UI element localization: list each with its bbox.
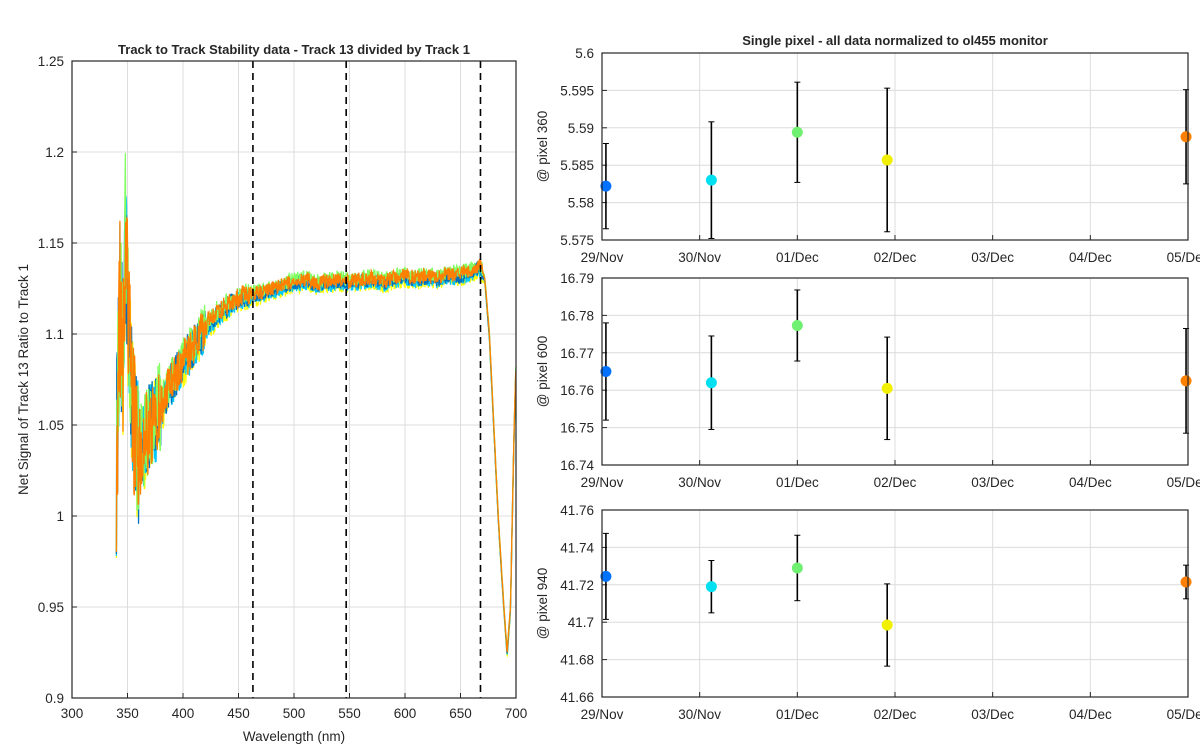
y-axis-label: @ pixel 940 <box>535 568 550 640</box>
pixel-panel: 29/Nov 30/Nov 01/Dec 02/Dec 03/Dec 04/Dec 05/D… <box>535 503 1200 722</box>
y-tick-label: 16.74 <box>560 458 594 473</box>
y-tick-label: 5.6 <box>575 46 594 61</box>
data-point <box>791 126 803 138</box>
axes-frame <box>71 60 517 699</box>
x-tick-label: 350 <box>116 706 139 721</box>
data-point <box>600 180 612 192</box>
x-tick-label: 500 <box>283 706 306 721</box>
chart-title: Single pixel - all data normalized to ol… <box>742 33 1048 48</box>
x-tick-label: 30/Nov <box>678 475 721 490</box>
axes-frame <box>601 509 1189 698</box>
x-tick-label: 02/Dec <box>874 475 917 490</box>
y-tick-label: 16.79 <box>560 271 594 286</box>
chart-title: Track to Track Stability data - Track 13… <box>118 42 470 57</box>
x-tick-label: 04/Dec <box>1069 475 1112 490</box>
data-point <box>705 377 717 389</box>
data-point <box>600 366 612 377</box>
data-point <box>1180 375 1192 387</box>
pixel-panel: 29/Nov 30/Nov 01/Dec 02/Dec 03/Dec 04/Dec 05/D… <box>535 271 1200 490</box>
y-tick-label: 5.575 <box>560 233 594 248</box>
y-tick-label: 16.76 <box>560 383 594 398</box>
x-tick-label: 29/Nov <box>581 707 624 722</box>
x-tick-label: 300 <box>61 706 84 721</box>
y-tick-label: 41.68 <box>560 653 594 668</box>
y-tick-label: 1 <box>56 509 64 524</box>
x-tick-label: 30/Nov <box>678 250 721 265</box>
y-tick-label: 5.59 <box>568 121 594 136</box>
y-tick-label: 0.9 <box>45 691 64 706</box>
spectral-line-series <box>115 193 516 654</box>
x-tick-label: 03/Dec <box>971 250 1014 265</box>
y-tick-label: 41.76 <box>560 503 594 518</box>
x-tick-label: 03/Dec <box>971 475 1014 490</box>
data-point <box>1180 131 1192 143</box>
x-tick-label: 03/Dec <box>971 707 1014 722</box>
data-point <box>881 382 893 394</box>
y-tick-label: 41.7 <box>568 615 594 630</box>
data-point <box>881 619 893 631</box>
y-tick-label: 41.72 <box>560 578 594 593</box>
y-axis-label: @ pixel 360 <box>535 111 550 183</box>
data-point <box>600 570 612 582</box>
y-tick-label: 16.78 <box>560 308 594 323</box>
y-tick-label: 5.58 <box>568 196 594 211</box>
x-tick-label: 700 <box>505 706 528 721</box>
x-tick-label: 400 <box>172 706 195 721</box>
x-tick-label: 01/Dec <box>776 707 819 722</box>
spectral-lines <box>115 153 516 658</box>
y-tick-label: 1.05 <box>38 418 64 433</box>
x-tick-label: 02/Dec <box>874 250 917 265</box>
x-tick-label: 600 <box>394 706 417 721</box>
x-tick-label: 01/Dec <box>776 475 819 490</box>
x-tick-label: 30/Nov <box>678 707 721 722</box>
x-tick-label: 02/Dec <box>874 707 917 722</box>
y-tick-label: 41.74 <box>560 540 594 555</box>
x-axis-label: Wavelength (nm) <box>243 729 345 744</box>
y-tick-label: 1.1 <box>45 327 64 342</box>
x-tick-label: 04/Dec <box>1069 707 1112 722</box>
data-point <box>881 154 893 166</box>
x-tick-label: 05/Dec <box>1167 475 1200 490</box>
data-point <box>791 319 803 331</box>
stability-chart: 300 350 400 450 500 550 600 650 700 0.9 0.95 1 1.05 1… <box>16 42 527 744</box>
x-tick-label: 04/Dec <box>1069 250 1112 265</box>
spectral-line-series <box>115 153 516 651</box>
y-tick-label: 5.595 <box>560 83 594 98</box>
x-tick-label: 650 <box>449 706 472 721</box>
y-tick-label: 16.77 <box>560 346 594 361</box>
y-tick-label: 0.95 <box>38 600 64 615</box>
y-tick-label: 5.585 <box>560 158 594 173</box>
y-axis-label: Net Signal of Track 13 Ratio to Track 1 <box>16 264 31 495</box>
y-axis-label: @ pixel 600 <box>535 336 550 408</box>
y-tick-label: 1.25 <box>38 54 64 69</box>
pixel-panel: 29/Nov 30/Nov 01/Dec 02/Dec 03/Dec 04/Dec 05/D… <box>535 33 1200 265</box>
x-tick-label: 29/Nov <box>581 250 624 265</box>
data-point <box>705 581 717 593</box>
y-tick-label: 16.75 <box>560 421 594 436</box>
y-tick-label: 41.66 <box>560 690 594 705</box>
x-tick-label: 29/Nov <box>581 475 624 490</box>
axes-frame <box>601 277 1189 466</box>
x-tick-label: 05/Dec <box>1167 707 1200 722</box>
spectral-line-series <box>115 217 516 653</box>
data-point <box>791 562 803 574</box>
x-tick-label: 01/Dec <box>776 250 819 265</box>
y-tick-label: 1.15 <box>38 236 64 251</box>
data-point <box>1180 576 1192 588</box>
x-tick-label: 05/Dec <box>1167 250 1200 265</box>
axes-frame <box>601 52 1189 241</box>
x-tick-label: 550 <box>338 706 361 721</box>
y-tick-label: 1.2 <box>45 145 64 160</box>
data-point <box>705 174 717 186</box>
x-tick-label: 450 <box>227 706 250 721</box>
